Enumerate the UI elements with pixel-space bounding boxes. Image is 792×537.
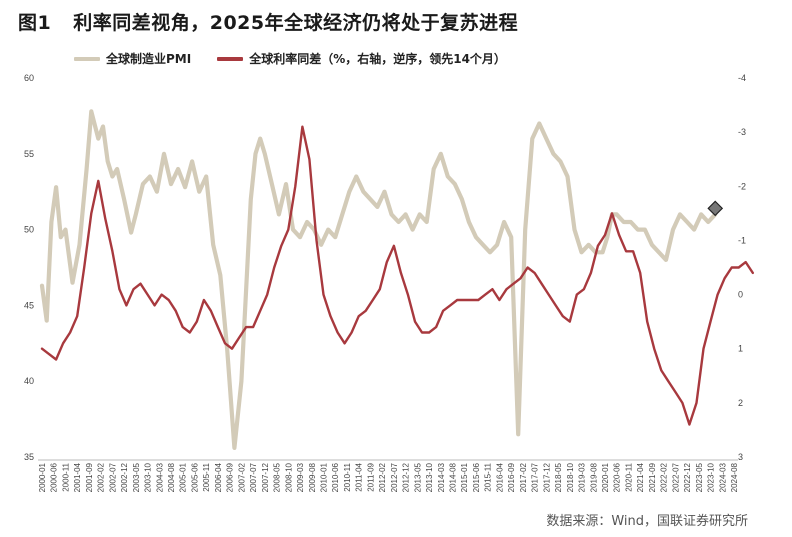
legend-item-rate-spread: 全球利率同差（%，右轴，逆序，领先14个月） bbox=[217, 50, 506, 67]
x-axis-tick-label: 2024-08 bbox=[730, 462, 739, 492]
x-axis-tick-label: 2003-10 bbox=[144, 462, 153, 492]
x-axis-tick-label: 2015-06 bbox=[472, 462, 481, 492]
x-axis-tick-label: 2022-12 bbox=[683, 462, 692, 492]
x-axis-tick-label: 2021-09 bbox=[648, 462, 657, 492]
x-axis-tick-label: 2012-02 bbox=[378, 462, 387, 492]
latest-value-diamond-marker bbox=[707, 200, 724, 217]
x-axis-tick-label: 2016-09 bbox=[507, 462, 516, 492]
figure-title-text: 利率同差视角，2025年全球经济仍将处于复苏进程 bbox=[73, 12, 519, 34]
x-axis-tick-label: 2013-10 bbox=[425, 462, 434, 492]
x-axis-tick-label: 2008-05 bbox=[273, 462, 282, 492]
x-axis-tick-label: 2009-03 bbox=[296, 462, 305, 492]
x-axis-tick-label: 2003-05 bbox=[132, 462, 141, 492]
x-axis-tick-label: 2013-05 bbox=[413, 462, 422, 492]
left-axis-tick-label: 55 bbox=[24, 149, 34, 159]
x-axis-tick-label: 2018-10 bbox=[566, 462, 575, 492]
x-axis-tick-label: 2017-02 bbox=[519, 462, 528, 492]
x-axis-tick-label: 2020-06 bbox=[613, 462, 622, 492]
x-axis-tick-label: 2020-11 bbox=[624, 462, 633, 491]
x-axis-tick-label: 2002-02 bbox=[97, 462, 106, 492]
x-axis-tick-label: 2001-04 bbox=[73, 462, 82, 492]
x-axis-tick-label: 2008-10 bbox=[284, 462, 293, 492]
legend-label-pmi: 全球制造业PMI bbox=[106, 52, 192, 66]
x-axis-tick-label: 2006-04 bbox=[214, 462, 223, 492]
x-axis-tick-label: 2018-05 bbox=[554, 462, 563, 492]
x-axis-tick-label: 2004-08 bbox=[167, 462, 176, 492]
x-axis-tick-label: 2022-07 bbox=[671, 462, 680, 492]
x-axis-tick-label: 2017-12 bbox=[542, 462, 551, 492]
x-axis-tick-label: 2022-02 bbox=[660, 462, 669, 492]
left-axis-tick-label: 50 bbox=[24, 225, 34, 235]
x-axis-tick-label: 2002-07 bbox=[108, 462, 117, 492]
left-axis-tick-label: 40 bbox=[24, 376, 34, 386]
x-axis-tick-label: 2007-12 bbox=[261, 462, 270, 492]
x-axis-tick-label: 2010-11 bbox=[343, 462, 352, 491]
series-line-rate-spread bbox=[40, 125, 754, 426]
legend-label-rate-spread: 全球利率同差（%，右轴，逆序，领先14个月） bbox=[249, 52, 506, 66]
x-axis-tick-label: 2001-09 bbox=[85, 462, 94, 492]
x-axis-tick-label: 2011-09 bbox=[366, 462, 375, 491]
right-axis-tick-label: -4 bbox=[738, 73, 746, 83]
x-axis-tick-label: 2006-09 bbox=[226, 462, 235, 492]
right-axis-tick-label: -3 bbox=[738, 127, 746, 137]
x-axis-tick-label: 2012-07 bbox=[390, 462, 399, 492]
right-axis-tick-label: 1 bbox=[738, 344, 743, 354]
right-axis-tick-label: 0 bbox=[738, 290, 743, 300]
legend-swatch-rate-spread bbox=[217, 56, 244, 61]
legend-item-pmi: 全球制造业PMI bbox=[74, 50, 191, 67]
figure-title: 图1 利率同差视角，2025年全球经济仍将处于复苏进程 bbox=[18, 8, 518, 35]
x-axis-tick-label: 2010-06 bbox=[331, 462, 340, 492]
x-axis-tick-label: 2019-08 bbox=[589, 462, 598, 492]
x-axis-tick-label: 2007-07 bbox=[249, 462, 258, 492]
data-source-note: 数据来源：Wind，国联证券研究所 bbox=[546, 514, 748, 529]
x-axis-tick-label: 2024-03 bbox=[718, 462, 727, 492]
left-axis-tick-label: 45 bbox=[24, 300, 34, 310]
x-axis-tick-label: 2010-01 bbox=[319, 462, 328, 492]
x-axis-tick-label: 2002-12 bbox=[120, 462, 129, 492]
x-axis-tick-label: 2023-05 bbox=[695, 462, 704, 492]
x-axis-tick-label: 2023-10 bbox=[707, 462, 716, 492]
x-axis-tick-label: 2017-07 bbox=[531, 462, 540, 492]
x-axis-tick-label: 2004-03 bbox=[155, 462, 164, 492]
series-line-pmi bbox=[39, 109, 718, 450]
right-axis-tick-label: -2 bbox=[738, 181, 746, 191]
x-axis-tick-label: 2007-02 bbox=[237, 462, 246, 492]
x-axis-tick-label: 2015-01 bbox=[460, 462, 469, 492]
x-axis-tick-label: 2011-04 bbox=[355, 462, 364, 491]
x-axis-tick-label: 2005-01 bbox=[179, 462, 188, 492]
chart-legend: 全球制造业PMI 全球利率同差（%，右轴，逆序，领先14个月） bbox=[74, 50, 532, 67]
x-axis-tick-label: 2021-04 bbox=[636, 462, 645, 492]
right-axis-tick-label: -1 bbox=[738, 235, 746, 245]
left-axis-tick-label: 35 bbox=[24, 452, 34, 462]
x-axis-tick-label: 2020-01 bbox=[601, 462, 610, 492]
x-axis-tick-label: 2005-11 bbox=[202, 462, 211, 491]
right-axis-tick-label: 3 bbox=[738, 452, 743, 462]
x-axis-tick-label: 2012-12 bbox=[402, 462, 411, 492]
x-axis-tick-label: 2005-06 bbox=[190, 462, 199, 492]
x-axis-tick-label: 2019-03 bbox=[578, 462, 587, 492]
x-axis-tick-label: 2009-08 bbox=[308, 462, 317, 492]
legend-swatch-pmi bbox=[74, 56, 100, 61]
x-axis-tick-label: 2014-03 bbox=[437, 462, 446, 492]
x-axis-tick-label: 2000-11 bbox=[61, 462, 70, 491]
right-axis-tick-label: 2 bbox=[738, 398, 743, 408]
left-axis-tick-label: 60 bbox=[24, 73, 34, 83]
x-axis-tick-label: 2015-11 bbox=[484, 462, 493, 491]
x-axis-tick-label: 2000-06 bbox=[50, 462, 59, 492]
x-axis-tick-label: 2000-01 bbox=[38, 462, 47, 492]
x-axis-tick-label: 2016-04 bbox=[495, 462, 504, 492]
x-axis-tick-label: 2014-08 bbox=[449, 462, 458, 492]
figure-number: 图1 bbox=[18, 12, 52, 34]
